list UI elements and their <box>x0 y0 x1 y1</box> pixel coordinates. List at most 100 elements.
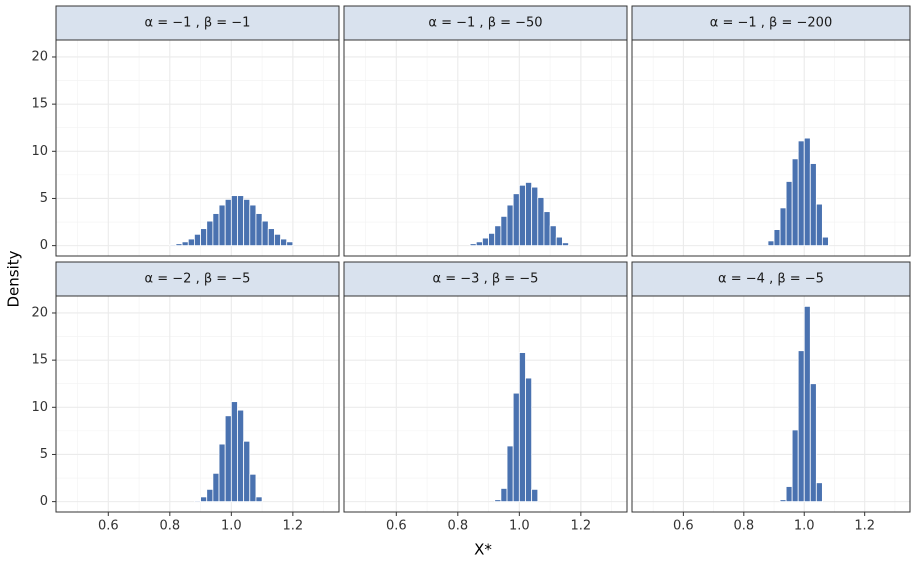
bar <box>779 207 787 247</box>
bar <box>237 195 245 247</box>
bar <box>531 488 539 503</box>
strip <box>343 261 628 297</box>
y-tick-label: 0 <box>40 494 48 509</box>
panel-background <box>632 296 910 512</box>
y-tick-label: 20 <box>31 305 48 320</box>
bar <box>543 211 551 247</box>
facet: α = −2 , β = −5 0.6 0.8 1.0 1.2 0 5 10 15 20 <box>31 261 340 534</box>
bar <box>224 199 232 247</box>
facet: α = −1 , β = −200 <box>631 5 911 257</box>
bar <box>500 215 508 247</box>
bar <box>791 158 799 247</box>
x-tick-label: 1.2 <box>571 519 592 534</box>
bar <box>791 429 799 503</box>
bar <box>518 184 526 247</box>
panel-border <box>55 39 340 257</box>
bar <box>512 392 520 503</box>
bar <box>482 237 489 247</box>
facet: α = −3 , β = −5 0.6 0.8 1.0 1.2 <box>343 261 628 534</box>
panel-border <box>631 295 911 513</box>
strip <box>55 5 340 41</box>
x-tick-label: 1.2 <box>854 519 875 534</box>
bar <box>815 482 823 503</box>
strip-label: α = −1 , β = −1 <box>145 16 251 31</box>
bar <box>230 401 238 503</box>
bar <box>469 243 477 247</box>
bar <box>803 137 811 247</box>
bar <box>809 383 817 503</box>
bar <box>525 182 533 247</box>
x-tick-label: 0.6 <box>98 519 119 534</box>
bar <box>218 443 226 503</box>
bar <box>537 197 545 247</box>
bar <box>224 415 232 503</box>
bar <box>779 499 787 503</box>
bar <box>200 496 208 503</box>
facet: α = −1 , β = −50 <box>343 5 628 257</box>
bar <box>286 241 294 247</box>
y-axis-title: Density <box>5 250 23 307</box>
y-tick-label: 15 <box>31 353 48 368</box>
strip-label: α = −1 , β = −200 <box>710 16 832 31</box>
panel-background <box>56 40 339 256</box>
x-tick-label: 0.8 <box>447 519 468 534</box>
bar <box>506 204 514 247</box>
x-tick-label: 1.2 <box>283 519 304 534</box>
y-tick-label: 10 <box>31 400 48 415</box>
bar <box>518 352 526 503</box>
bar <box>237 409 245 503</box>
panel-background <box>344 296 627 512</box>
bar <box>218 204 226 247</box>
facet: α = −4 , β = −5 0.6 0.8 1.0 1.2 <box>631 261 911 534</box>
y-tick-label: 10 <box>31 144 48 159</box>
strip <box>55 261 340 297</box>
bar <box>267 228 275 247</box>
bar <box>797 350 805 503</box>
bar <box>809 163 817 247</box>
strip <box>343 5 628 41</box>
bar <box>773 229 781 247</box>
y-tick-label: 20 <box>31 49 48 64</box>
panel-border <box>343 39 628 257</box>
bar <box>255 496 263 503</box>
strip-label: α = −2 , β = −5 <box>145 272 251 287</box>
panel-border <box>55 295 340 513</box>
bar <box>815 203 823 247</box>
bar <box>194 233 201 247</box>
bar <box>194 500 201 503</box>
bar <box>821 236 829 247</box>
bar <box>187 238 195 247</box>
bar <box>212 472 220 503</box>
bar <box>555 236 563 247</box>
x-tick-label: 1.0 <box>221 519 242 534</box>
bar <box>261 220 269 247</box>
facet: α = −1 , β = −1 0 5 10 15 20 <box>31 5 340 257</box>
bar <box>243 440 251 503</box>
y-tick-label: 15 <box>31 97 48 112</box>
bar <box>488 232 496 247</box>
strip-label: α = −4 , β = −5 <box>718 272 824 287</box>
panel-border <box>343 295 628 513</box>
panel-background <box>56 296 339 512</box>
y-tick-label: 5 <box>40 191 48 206</box>
bar <box>500 488 508 503</box>
bar <box>200 228 208 247</box>
bar <box>206 488 214 503</box>
bar <box>494 499 502 503</box>
bar <box>169 244 177 247</box>
strip <box>631 5 911 41</box>
x-tick-label: 0.8 <box>159 519 180 534</box>
x-tick-label: 0.6 <box>673 519 694 534</box>
bar <box>494 225 502 247</box>
bar <box>512 193 520 247</box>
bar <box>181 241 189 247</box>
bar <box>255 213 263 247</box>
panel-border <box>631 39 911 257</box>
x-tick-label: 1.0 <box>509 519 530 534</box>
bar <box>249 473 257 503</box>
bar <box>230 195 238 247</box>
panel-background <box>632 40 910 256</box>
strip-label: α = −3 , β = −5 <box>433 272 539 287</box>
bar <box>243 199 251 247</box>
bar <box>549 225 557 247</box>
